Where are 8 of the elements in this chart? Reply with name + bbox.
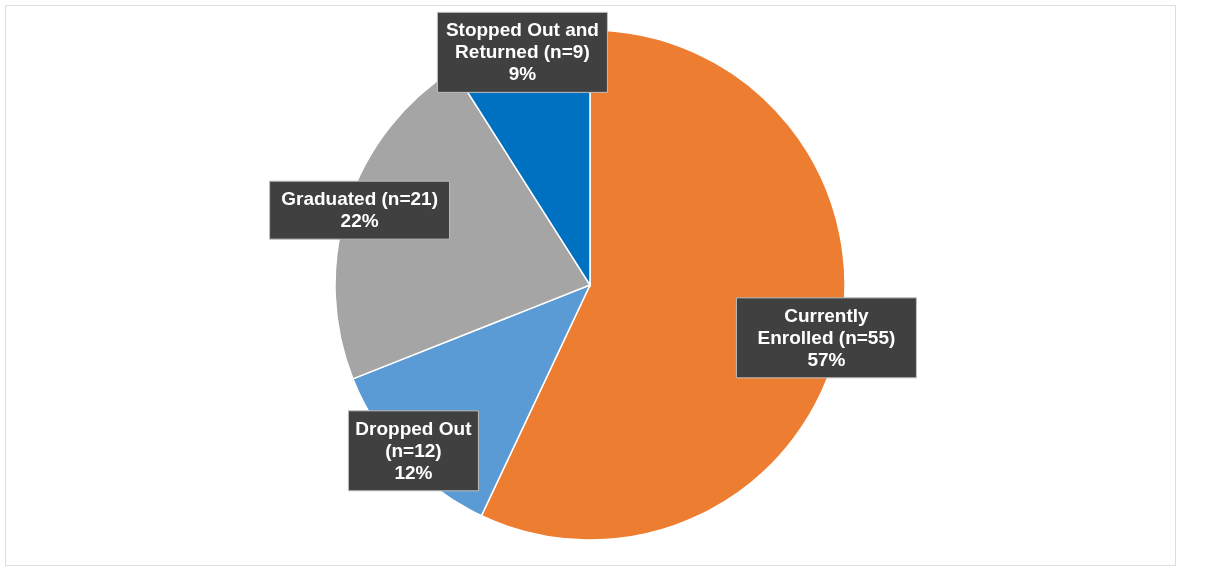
data-label: 9% [508, 63, 537, 85]
slice-label: Graduated (n=21) [281, 188, 439, 210]
slice-label: Currently Enrolled (n=55) [757, 304, 896, 348]
slice-label: Stopped Out and Returned (n=9) [445, 19, 599, 63]
data-label: 12% [394, 461, 433, 483]
data-label: 22% [340, 210, 379, 232]
slice-label: Dropped Out (n=12) [355, 417, 473, 461]
data-label: 57% [807, 348, 846, 370]
